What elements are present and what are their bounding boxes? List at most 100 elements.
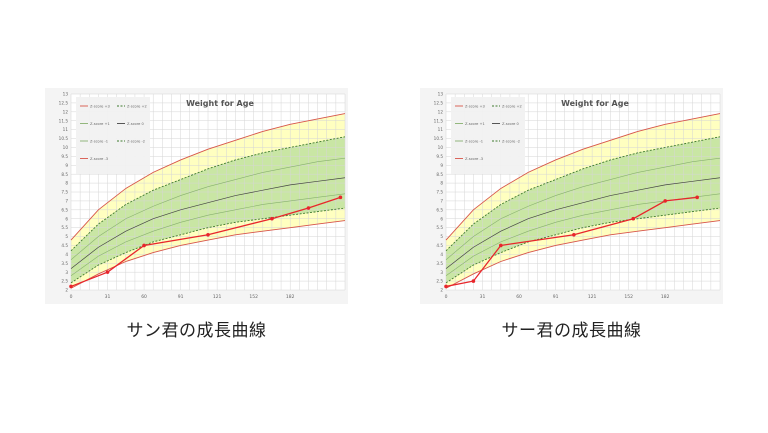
y-tick-label: 10.5	[434, 136, 444, 141]
legend-label: Z-score +1	[90, 122, 110, 126]
y-tick-label: 7.5	[61, 190, 68, 195]
legend-label: Z-score +2	[127, 104, 147, 108]
chart-title: Weight for Age	[186, 99, 254, 108]
weight-data-point	[572, 232, 576, 237]
x-tick-label: 60	[516, 294, 522, 300]
z-score-minus2-line	[70, 207, 346, 284]
y-tick-label: 2	[65, 288, 68, 293]
z-score-plus3-line	[445, 113, 721, 241]
weight-data-point	[69, 284, 73, 289]
x-tick-label: 182	[661, 294, 670, 300]
z-score-plus2-line	[70, 136, 346, 252]
y-tick-label: 8.5	[436, 172, 443, 177]
y-tick-label: 12.5	[434, 101, 444, 106]
y-tick-label: 4.5	[436, 243, 443, 248]
y-tick-label: 8.5	[61, 172, 68, 177]
x-tick-label: 31	[105, 294, 111, 300]
chart-caption-2: サー君の成長曲線	[501, 321, 642, 341]
legend-label: Z-score -2	[502, 139, 520, 143]
legend-label: Z-score -1	[90, 139, 108, 143]
weight-data-point	[499, 243, 503, 248]
growth-chart-1: 2 2.5 3 3.5 4 4.5 5 5.5 6 6.5 7 7.5 8 8.5 9 9.5 10 10.5 11…	[45, 88, 348, 304]
y-tick-label: 8	[440, 181, 443, 186]
y-tick-label: 10.5	[59, 136, 69, 141]
legend-box	[451, 97, 525, 174]
x-tick-label: 91	[178, 294, 184, 300]
chart-legend: Z-score +3 Z-score +2 Z-score +1 Z-score 0 Z…	[451, 97, 525, 174]
x-tick-label: 31	[480, 294, 486, 300]
y-tick-label: 4	[440, 252, 443, 257]
chart-legend: Z-score +3 Z-score +2 Z-score +1 Z-score 0 Z…	[76, 97, 150, 174]
weight-data-point	[338, 195, 343, 200]
weight-data-point	[663, 199, 667, 203]
y-tick-label: 12	[438, 109, 444, 114]
y-tick-label: 9.5	[61, 154, 68, 159]
legend-label: Z-score -1	[465, 139, 483, 143]
y-tick-label: 9.5	[436, 154, 443, 159]
y-tick-label: 4	[65, 252, 68, 257]
legend-label: Z-score +1	[465, 122, 485, 126]
y-tick-label: 2.5	[61, 279, 68, 284]
y-tick-label: 12	[63, 109, 69, 114]
y-tick-label: 6.5	[61, 207, 68, 212]
legend-label: Z-score +3	[465, 104, 485, 108]
legend-label: Z-score -3	[90, 157, 108, 161]
y-tick-label: 10	[438, 145, 444, 150]
x-tick-label: 91	[553, 294, 559, 300]
x-tick-label: 152	[249, 294, 258, 300]
y-tick-label: 3	[440, 270, 443, 275]
y-tick-label: 3	[65, 270, 68, 275]
z-score-0-line	[445, 177, 721, 269]
chart-title: Weight for Age	[561, 99, 629, 108]
y-tick-label: 5	[440, 234, 443, 239]
chart-svg-1: 2 2.5 3 3.5 4 4.5 5 5.5 6 6.5 7 7.5 8 8.5 9 9.5 10 10.5 11…	[45, 88, 348, 304]
y-tick-label: 9	[440, 163, 443, 168]
x-tick-label: 121	[588, 294, 597, 300]
y-tick-label: 13	[438, 92, 444, 97]
legend-label: Z-score 0	[502, 122, 519, 126]
weight-data-point	[206, 232, 210, 237]
weight-data-point	[105, 270, 110, 274]
legend-label: Z-score -3	[465, 157, 483, 161]
weight-data-point	[142, 243, 146, 248]
z-score-plus3-line	[70, 113, 346, 241]
y-tick-label: 11.5	[59, 118, 69, 123]
y-tick-label: 3.5	[61, 261, 68, 266]
weight-data-point	[306, 206, 311, 210]
y-tick-label: 4.5	[61, 243, 68, 248]
x-tick-label: 0	[70, 294, 73, 300]
y-tick-label: 6	[440, 216, 443, 221]
legend-label: Z-score +2	[502, 104, 522, 108]
legend-box	[76, 97, 150, 174]
y-tick-label: 7.5	[436, 190, 443, 195]
y-tick-label: 5.5	[436, 225, 443, 230]
y-tick-label: 12.5	[59, 101, 69, 106]
y-tick-label: 9	[65, 163, 68, 168]
y-tick-label: 2.5	[436, 279, 443, 284]
z-score-minus3-line	[445, 220, 721, 289]
x-tick-label: 121	[213, 294, 222, 300]
y-tick-label: 5.5	[61, 225, 68, 230]
y-tick-label: 7	[65, 199, 68, 204]
y-tick-label: 5	[65, 234, 68, 239]
x-tick-label: 152	[624, 294, 633, 300]
weight-data-point	[695, 195, 699, 200]
z-score-0-line	[70, 177, 346, 269]
y-tick-label: 7	[440, 199, 443, 204]
y-tick-label: 3.5	[436, 261, 443, 266]
y-tick-label: 13	[63, 92, 69, 97]
z-score-plus2-line	[445, 136, 721, 252]
y-tick-label: 11.5	[434, 118, 444, 123]
chart-svg-2: 2 2.5 3 3.5 4 4.5 5 5.5 6 6.5 7 7.5 8 8.5 9 9.5 10 10.5 11…	[420, 88, 723, 304]
z-score-plus1-line	[70, 157, 346, 260]
y-tick-label: 11	[63, 127, 69, 132]
weight-data-point	[471, 279, 476, 283]
legend-label: Z-score +3	[90, 104, 110, 108]
growth-chart-2: 2 2.5 3 3.5 4 4.5 5 5.5 6 6.5 7 7.5 8 8.5 9 9.5 10 10.5 11…	[420, 88, 723, 304]
z-score-plus1-line	[445, 157, 721, 260]
y-tick-label: 8	[65, 181, 68, 186]
weight-data-point	[631, 216, 636, 221]
y-tick-label: 6.5	[436, 207, 443, 212]
y-tick-label: 11	[438, 127, 444, 132]
y-tick-label: 6	[65, 216, 68, 221]
